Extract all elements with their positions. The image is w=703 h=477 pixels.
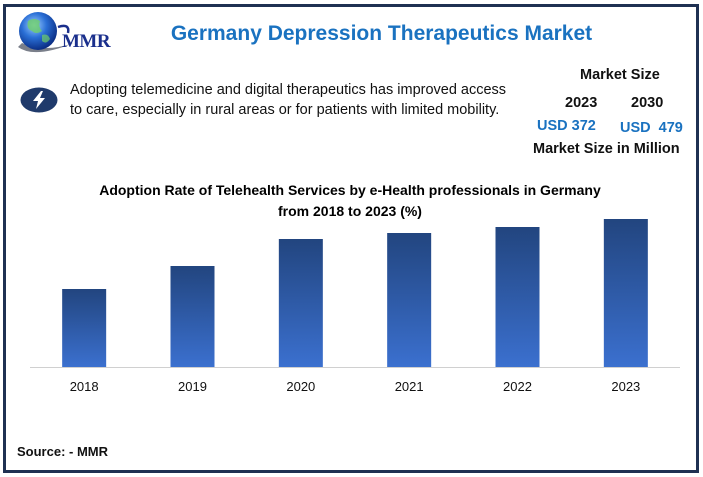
market-size-value-start: USD 372 <box>537 118 596 134</box>
page-title: Germany Depression Therapeutics Market <box>0 22 703 46</box>
bar-2020 <box>278 239 323 367</box>
logo-text: MMR <box>62 31 111 52</box>
chart-title-line-2: from 2018 to 2023 (%) <box>278 203 422 219</box>
globe-icon <box>18 12 74 53</box>
highlight-text: Adopting telemedicine and digital therap… <box>70 80 530 120</box>
x-tick-label: 2022 <box>503 379 532 394</box>
market-size-year-start: 2023 <box>565 95 598 111</box>
bar-2019 <box>170 266 215 367</box>
mmr-logo: MMR <box>14 9 124 57</box>
market-size-heading: Market Size <box>580 67 660 83</box>
highlight-line-2: to care, especially in rural areas or fo… <box>70 102 500 118</box>
x-tick-label: 2018 <box>70 379 99 394</box>
chart-title: Adoption Rate of Telehealth Services by … <box>80 180 620 222</box>
lightning-bolt-icon <box>20 87 58 113</box>
market-size-year-end: 2030 <box>631 95 664 111</box>
source-note: Source: - MMR <box>17 444 108 459</box>
highlight-line-1: Adopting telemedicine and digital therap… <box>70 82 507 98</box>
x-tick-label: 2020 <box>286 379 315 394</box>
bar-2023 <box>603 219 648 367</box>
x-tick-label: 2019 <box>178 379 207 394</box>
bar-2018 <box>62 289 107 367</box>
bar-2022 <box>495 227 540 367</box>
page-title-text: Germany Depression Therapeutics Market <box>170 22 593 45</box>
bar-2021 <box>387 233 432 367</box>
chart-title-line-1: Adoption Rate of Telehealth Services by … <box>99 182 601 198</box>
market-size-value-end: USD 479 <box>620 120 683 136</box>
infographic-frame <box>3 4 699 473</box>
market-size-unit-note: Market Size in Million <box>533 141 680 157</box>
x-tick-label: 2023 <box>611 379 640 394</box>
x-tick-label: 2021 <box>395 379 424 394</box>
